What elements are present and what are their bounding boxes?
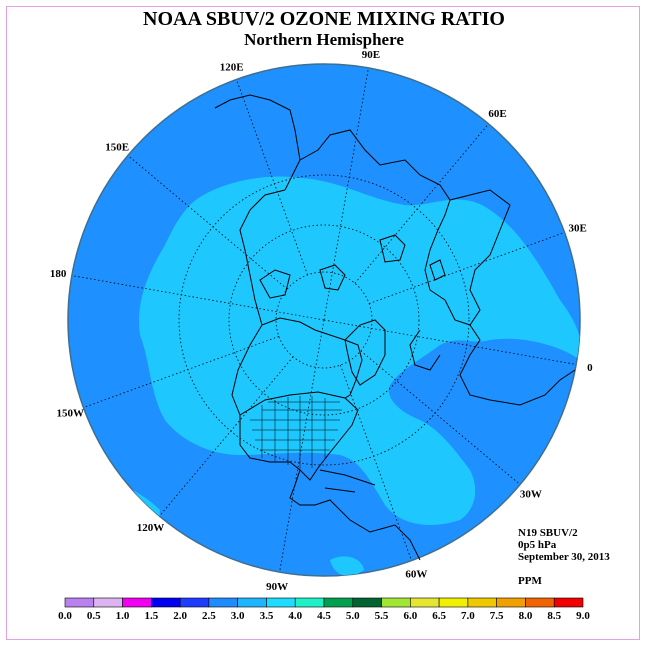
longitude-label: 60W [405,569,427,581]
legend-swatch [93,597,123,608]
meridian-line [323,67,369,321]
longitude-label: 90E [362,49,380,61]
legend-tick-label: 1.5 [144,610,158,622]
legend-tick-label: 4.0 [288,610,302,622]
info-date: September 30, 2013 [518,551,610,563]
meridian-line [323,319,577,365]
legend-tick-label: 5.5 [375,610,389,622]
legend-tick-label: 7.0 [461,610,475,622]
longitude-label: 120W [137,522,165,534]
legend-tick-label: 2.0 [173,610,187,622]
legend-tick-label: 0.0 [58,610,72,622]
longitude-label: 120E [220,61,244,73]
legend-swatch [208,597,238,608]
info-level: 0p5 hPa [518,539,557,551]
meridian-line [71,275,325,321]
longitude-label: 60E [488,108,506,120]
figure-frame [6,6,640,640]
info-instrument: N19 SBUV/2 [518,527,578,539]
legend-tick-label: 7.5 [490,610,504,622]
legend-tick-label: 3.5 [260,610,274,622]
color-legend: 0.0 0.5 1.0 1.5 2.0 2.5 3.0 3.5 4.0 4.5 5.0 5.5 6.0 6… [58,597,590,622]
longitude-label: 150E [105,141,129,153]
legend-swatch [410,597,440,608]
legend-swatch [266,597,296,608]
legend-swatch [323,597,354,608]
us-state-grid [250,396,342,470]
legend-swatch [352,597,382,608]
longitude-label: 180 [50,268,67,280]
meridian-line [127,155,288,290]
map-title: NOAA SBUV/2 OZONE MIXING RATIO [143,8,505,30]
legend-swatch [237,597,267,608]
legend-tick-label: 8.5 [547,610,561,622]
longitude-labels: 90E 60E 30E 0 30W 60W 90W 120W 150W 180 150E 120E [50,49,593,593]
legend-swatch [179,597,210,608]
longitude-label: 0 [587,362,593,374]
high-ratio-patch-s [330,556,364,576]
meridian-line [360,350,521,485]
legend-swatch [122,597,152,608]
meridian-lines [71,67,577,573]
legend-swatch [381,597,411,608]
legend-tick-label: 6.5 [432,610,446,622]
legend-tick-label: 4.5 [317,610,331,622]
legend-swatch [525,597,555,608]
legend-swatch [64,597,95,608]
legend-swatch [553,597,584,608]
longitude-label: 30E [569,223,587,235]
meridian-line [236,79,308,276]
legend-swatch [294,597,325,608]
legend-tick-label: 3.0 [231,610,245,622]
graticule [178,174,470,466]
meridian-line [368,232,565,304]
meridian-line [340,364,412,561]
legend-swatch [496,597,526,608]
map-subtitle: Northern Hemisphere [244,30,404,49]
legend-tick-label: 2.5 [202,610,216,622]
legend-tick-label: 9.0 [576,610,590,622]
meridian-line [159,356,294,517]
meridian-line [354,123,489,284]
legend-tick-label: 1.0 [116,610,130,622]
legend-tick-label: 5.0 [346,610,360,622]
legend-swatch [151,597,181,608]
legend-tick-label: 8.0 [519,610,533,622]
legend-tick-label: 6.0 [403,610,417,622]
legend-swatch [467,597,497,608]
longitude-label: 150W [57,407,85,419]
meridian-line [83,336,280,408]
legend-swatch [438,597,469,608]
longitude-label: 90W [266,581,288,593]
coastlines [214,94,576,561]
meridian-line [279,319,325,573]
legend-tick-label: 0.5 [87,610,101,622]
high-ratio-region [139,176,580,525]
longitude-label: 30W [520,489,542,501]
info-units: PPM [518,575,542,587]
